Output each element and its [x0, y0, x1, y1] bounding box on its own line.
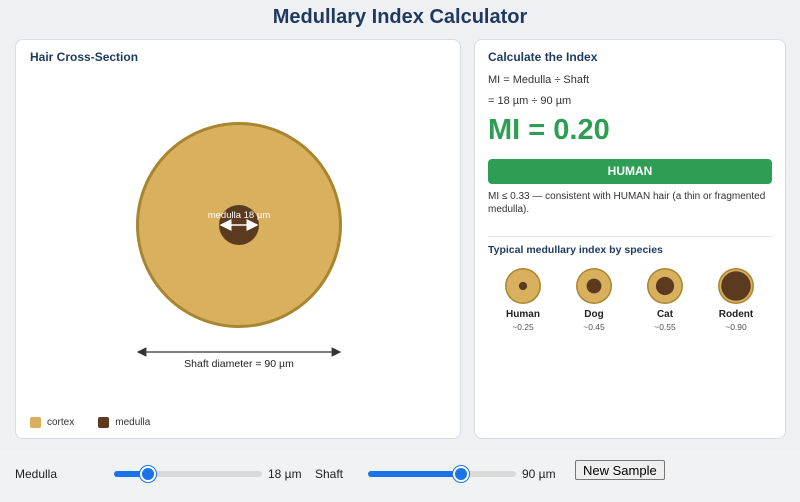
controls-bar: Medulla 18 µm Shaft 90 µm New Sample: [0, 450, 800, 502]
shaft-slider-value: 90 µm: [522, 467, 556, 481]
cross-section-diagram: medulla 18 µm Shaft diameter = 90 µm: [136, 122, 342, 370]
legend: cortex medulla: [30, 417, 150, 428]
medulla-dimension-label: medulla 18 µm: [208, 210, 271, 221]
species-dog-value: ~0.45: [583, 322, 605, 332]
species-dog-name: Dog: [584, 309, 604, 320]
species-cat-icon: [647, 268, 683, 304]
species-dog: Dog ~0.45: [564, 266, 624, 332]
new-sample-button[interactable]: New Sample: [575, 460, 665, 480]
species-human: Human ~0.25: [493, 266, 553, 332]
species-dog-icon: [576, 268, 612, 304]
legend-item-cortex: cortex: [30, 417, 74, 428]
divider: [488, 236, 772, 237]
mi-result: MI = 0.20: [488, 114, 610, 146]
formula-substitution: = 18 µm ÷ 90 µm: [488, 95, 572, 107]
shaft-dimension-label: Shaft diameter = 90 µm: [184, 358, 294, 370]
shaft-slider-fill: [368, 471, 461, 477]
species-cat-name: Cat: [656, 309, 674, 320]
cross-section-panel: Hair Cross-Section medulla 18 µm Shaft d…: [15, 39, 461, 439]
species-cat: Cat ~0.55: [635, 266, 695, 332]
species-cat-value: ~0.55: [654, 322, 676, 332]
medulla-swatch: [98, 417, 110, 428]
medulla-slider-thumb[interactable]: [140, 466, 156, 482]
cortex-swatch: [30, 417, 41, 428]
legend-item-medulla: medulla: [98, 417, 150, 428]
calculation-panel: Calculate the Index MI = Medulla ÷ Shaft…: [474, 39, 786, 439]
formula-text: MI = Medulla ÷ Shaft: [488, 74, 590, 86]
legend-cortex-label: cortex: [47, 417, 75, 428]
typical-title: Typical medullary index by species: [488, 244, 663, 256]
verdict-badge: HUMAN: [488, 159, 772, 184]
page-title: Medullary Index Calculator: [272, 6, 528, 28]
shaft-slider[interactable]: [368, 466, 516, 482]
legend-medulla-label: medulla: [115, 417, 151, 428]
medulla-slider-value: 18 µm: [268, 467, 302, 481]
species-human-value: ~0.25: [512, 322, 534, 332]
species-human-icon: [505, 268, 541, 304]
shaft-slider-label: Shaft: [315, 467, 344, 481]
species-rodent-name: Rodent: [718, 309, 754, 320]
species-rodent: Rodent ~0.90: [706, 266, 766, 332]
cross-section-title: Hair Cross-Section: [30, 50, 139, 64]
species-rodent-value: ~0.90: [725, 322, 747, 332]
medulla-slider-label: Medulla: [15, 467, 58, 481]
medulla-slider-fill: [114, 471, 148, 477]
species-rodent-icon: [718, 268, 754, 304]
verdict-note: MI ≤ 0.33 — consistent with HUMAN hair (…: [488, 191, 766, 215]
calculation-title: Calculate the Index: [488, 50, 598, 64]
shaft-slider-thumb[interactable]: [453, 466, 469, 482]
species-human-name: Human: [506, 309, 540, 320]
medulla-slider[interactable]: [114, 466, 262, 482]
